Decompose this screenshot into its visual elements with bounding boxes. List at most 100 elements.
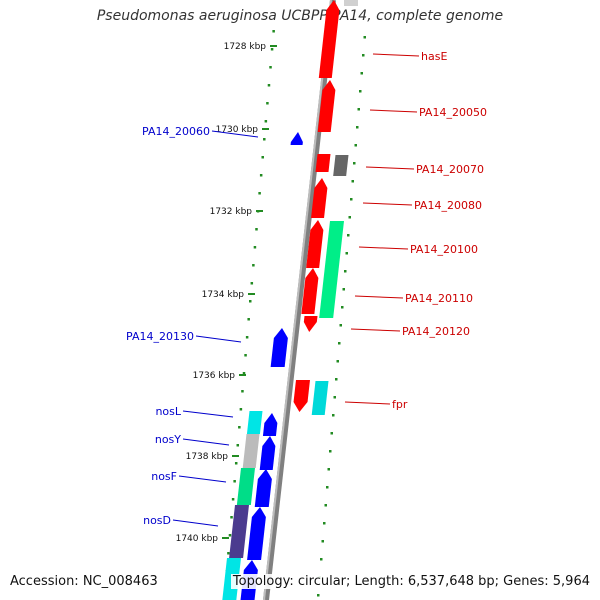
ring-dot — [354, 144, 357, 147]
cog-band-nosF[interactable] — [236, 468, 255, 505]
ring-dot — [321, 540, 324, 543]
ring-dot — [329, 450, 332, 453]
gene-label-PA14_20080[interactable]: PA14_20080 — [414, 199, 482, 212]
gene-label-leader — [358, 246, 409, 250]
ring-dot — [357, 108, 360, 111]
gene-label-PA14_20110[interactable]: PA14_20110 — [405, 292, 473, 305]
ring-dot — [264, 120, 268, 123]
gene-nosL-feature[interactable] — [262, 413, 278, 436]
gene-label-PA14_20060[interactable]: PA14_20060 — [142, 125, 210, 138]
gene-label-PA14_20120[interactable]: PA14_20120 — [402, 325, 470, 338]
ring-dot — [333, 396, 336, 399]
ring-dot — [341, 306, 344, 309]
gene-nosD-feature[interactable] — [247, 507, 266, 560]
ring-dot — [332, 414, 335, 417]
gene-PA14_20060-feature[interactable] — [290, 132, 303, 145]
kbp-tick-label: 1730 kbp — [216, 125, 259, 135]
gene-label-nosY[interactable]: nosY — [155, 433, 181, 446]
ring-dot — [347, 234, 350, 237]
gene-PA14_20130-feature[interactable] — [270, 328, 288, 367]
gene-label-PA14_20130[interactable]: PA14_20130 — [126, 330, 194, 343]
kbp-tick-label: 1728 kbp — [224, 42, 267, 52]
gene-label-leader — [350, 328, 401, 332]
ring-dot — [244, 354, 247, 357]
gene-label-leader — [182, 410, 234, 418]
gene-cog-band-feature[interactable] — [319, 221, 344, 318]
kbp-tick-label: 1738 kbp — [186, 452, 229, 462]
gene-label-leader — [362, 202, 413, 206]
ring-dot — [236, 444, 240, 447]
ring-dot — [345, 252, 348, 255]
ring-dot — [356, 126, 359, 129]
gene-PA14_20080-feature[interactable] — [311, 178, 328, 218]
gene-label-leader — [195, 335, 242, 343]
gene-nosF-feature[interactable] — [254, 469, 272, 507]
ring-dot — [348, 216, 351, 219]
gene-cap-feature — [344, 0, 358, 6]
accession-label: Accession: NC_008463 — [8, 574, 160, 589]
kbp-tick-label: 1740 kbp — [176, 534, 219, 544]
ring-dot — [238, 426, 241, 429]
kbp-tick-label: 1732 kbp — [210, 207, 253, 217]
gene-label-leader — [369, 109, 418, 113]
cog-band-nosY[interactable] — [242, 434, 260, 468]
gene-label-nosF[interactable]: nosF — [151, 470, 177, 483]
cog-band-nosL[interactable] — [246, 411, 263, 434]
ring-dot — [231, 498, 235, 501]
ring-dot — [239, 408, 243, 411]
gene-label-hasE[interactable]: hasE — [421, 50, 447, 63]
gene-fpr-cog-feature[interactable] — [311, 381, 329, 415]
ring-dot — [230, 516, 233, 519]
gene-nosY-feature[interactable] — [259, 436, 276, 470]
ring-dot — [272, 30, 275, 33]
ring-dot — [359, 90, 362, 93]
ring-dot — [242, 372, 246, 375]
gene-PA14_20110-feature[interactable] — [301, 268, 319, 314]
ring-dot — [247, 318, 250, 321]
ring-dot — [320, 558, 323, 561]
gene-fpr-feature[interactable] — [293, 380, 310, 412]
genome-backbone-highlight — [263, 0, 332, 600]
ring-dot — [245, 336, 249, 339]
ring-dot — [326, 486, 329, 489]
gene-hasE-feature[interactable] — [318, 0, 340, 78]
gene-label-PA14_20100[interactable]: PA14_20100 — [410, 243, 478, 256]
ring-dot — [353, 162, 356, 165]
ring-dot — [255, 228, 258, 231]
gene-label-fpr[interactable]: fpr — [392, 398, 408, 411]
ring-dot — [363, 36, 366, 39]
gene-label-PA14_20070[interactable]: PA14_20070 — [416, 163, 484, 176]
ring-dot — [234, 462, 238, 465]
ring-dot — [344, 270, 347, 273]
gene-label-leader — [211, 130, 259, 138]
ring-dot — [269, 66, 272, 69]
gene-PA14_20100-feature[interactable] — [306, 220, 324, 268]
tick-layer: 1728 kbp 1730 kbp 1732 kbp 1734 kbp 1736 kbp… — [176, 30, 366, 597]
ring-dot — [259, 174, 263, 177]
cog-band-nosD[interactable] — [229, 505, 249, 558]
gene-PA14_20120-feature[interactable] — [303, 316, 318, 332]
ring-dot — [270, 48, 274, 51]
ring-dot — [250, 282, 254, 285]
ring-dot — [338, 342, 341, 345]
ring-dot — [261, 156, 264, 159]
gene-PA14_20070-partner-feature[interactable] — [333, 155, 349, 176]
gene-label-PA14_20050[interactable]: PA14_20050 — [419, 106, 487, 119]
gene-label-leader — [172, 519, 219, 527]
ring-dot — [330, 432, 333, 435]
ring-dot — [258, 192, 261, 195]
ring-dot — [252, 264, 255, 267]
ring-dot — [336, 360, 339, 363]
ring-dot — [227, 552, 230, 555]
gene-PA14_20050-feature[interactable] — [317, 80, 336, 132]
gene-label-leader — [354, 295, 404, 299]
label-layer: hasE PA14_20050 PA14_20070 PA14_20080 PA14_2… — [126, 50, 487, 527]
gene-label-nosD[interactable]: nosD — [143, 514, 171, 527]
gene-label-leader — [365, 166, 415, 170]
gene-PA14_20070-feature[interactable] — [315, 154, 331, 172]
kbp-tick-label: 1734 kbp — [202, 290, 245, 300]
ring-dot — [324, 504, 327, 507]
gene-label-nosL[interactable]: nosL — [155, 405, 181, 418]
ring-dot — [342, 288, 345, 291]
